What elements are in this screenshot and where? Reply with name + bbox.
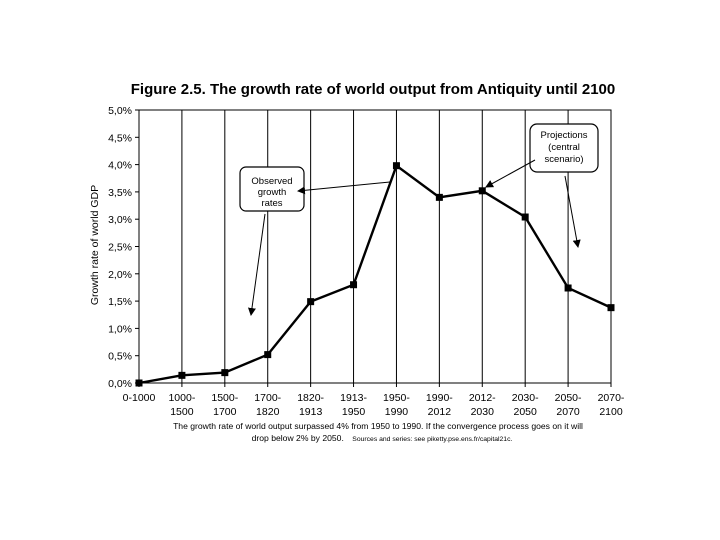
observed-callout: Observed growth rates xyxy=(239,166,391,316)
x-tick-label: 1700 xyxy=(213,406,237,418)
y-tick-label: 0,5% xyxy=(108,351,132,363)
projections-callout-line-1: Projections xyxy=(541,130,588,141)
x-tick-label: 2012 xyxy=(428,406,452,418)
data-point xyxy=(350,281,358,289)
y-tick-label: 1,5% xyxy=(108,296,132,308)
x-tick-label: 1500 xyxy=(170,406,194,418)
x-tick-label: 2030 xyxy=(471,406,495,418)
footnote-source: Sources and series: see piketty.pse.ens.… xyxy=(352,436,512,443)
x-tick-label: 1820- xyxy=(297,392,324,404)
projections-callout-box xyxy=(529,123,599,173)
x-tick-label: 1500- xyxy=(211,392,238,404)
data-point xyxy=(221,369,229,377)
data-point xyxy=(264,351,272,359)
x-tick-label: 1950 xyxy=(342,406,366,418)
data-point xyxy=(607,304,615,312)
data-point xyxy=(521,213,529,221)
series-polyline xyxy=(138,163,612,385)
y-tick-label: 5,0% xyxy=(108,105,132,117)
x-tick-label: 1913 xyxy=(299,406,323,418)
data-point xyxy=(564,284,572,292)
projections-callout-line-2: (central xyxy=(548,142,580,153)
vertical-gridlines xyxy=(181,110,569,383)
x-axis-ticks: 0-1000 1000- 1500 1500- 1700 1700- 1820 1820- 19… xyxy=(123,383,625,418)
projections-callout: Projections (central scenario) xyxy=(485,123,599,248)
data-point xyxy=(392,162,400,170)
footnote-line-2: drop below 2% by 2050. Sources and serie… xyxy=(252,428,513,445)
projections-arrow-down xyxy=(564,175,581,248)
x-tick-label: 2012- xyxy=(469,392,496,404)
footnote-line-2-main: drop below 2% by 2050. xyxy=(252,433,344,443)
observed-arrow-down xyxy=(247,213,266,316)
data-point xyxy=(435,193,443,201)
y-tick-label: 4,0% xyxy=(108,160,132,172)
y-tick-label: 2,5% xyxy=(108,242,132,254)
x-tick-label: 2050 xyxy=(514,406,538,418)
x-tick-label: 2070- xyxy=(598,392,625,404)
plot-frame xyxy=(138,109,612,384)
x-tick-label: 2050- xyxy=(555,392,582,404)
data-point xyxy=(135,379,143,387)
data-points xyxy=(135,162,615,387)
projections-callout-line-3: scenario) xyxy=(544,154,583,165)
x-tick-label: 2070 xyxy=(556,406,580,418)
observed-callout-line-2: growth xyxy=(258,187,287,198)
x-tick-label: 1000- xyxy=(168,392,195,404)
y-tick-label: 3,5% xyxy=(108,187,132,199)
y-tick-label: 3,0% xyxy=(108,214,132,226)
y-tick-label: 2,0% xyxy=(108,269,132,281)
footnote-line-1: The growth rate of world output surpasse… xyxy=(173,421,583,431)
x-tick-label: 1950- xyxy=(383,392,410,404)
observed-callout-line-1: Observed xyxy=(251,176,292,187)
y-tick-label: 1,0% xyxy=(108,323,132,335)
observed-callout-line-3: rates xyxy=(261,198,282,209)
series-line xyxy=(138,163,612,385)
x-tick-label: 1990 xyxy=(385,406,409,418)
x-tick-label: 1913- xyxy=(340,392,367,404)
y-tick-label: 4,5% xyxy=(108,132,132,144)
x-tick-label: 1990- xyxy=(426,392,453,404)
projections-arrow-left xyxy=(485,159,536,188)
y-axis-ticks: 0,0% 0,5% 1,0% 1,5% 2,0% 2,5% 3,0% 3,5% 4,0% 4,5%… xyxy=(108,105,139,390)
x-tick-label: 1820 xyxy=(256,406,280,418)
x-tick-label: 1700- xyxy=(254,392,281,404)
data-point xyxy=(478,187,486,195)
x-tick-label: 2100 xyxy=(599,406,623,418)
data-point xyxy=(178,371,186,379)
chart-title: Figure 2.5. The growth rate of world out… xyxy=(131,81,615,98)
x-tick-label: 2030- xyxy=(512,392,539,404)
observed-arrow-left xyxy=(297,181,391,195)
x-tick-label: 0-1000 xyxy=(123,392,156,404)
data-point xyxy=(307,298,315,306)
y-axis-label: Growth rate of world GDP xyxy=(89,185,101,305)
y-tick-label: 0,0% xyxy=(108,378,132,390)
